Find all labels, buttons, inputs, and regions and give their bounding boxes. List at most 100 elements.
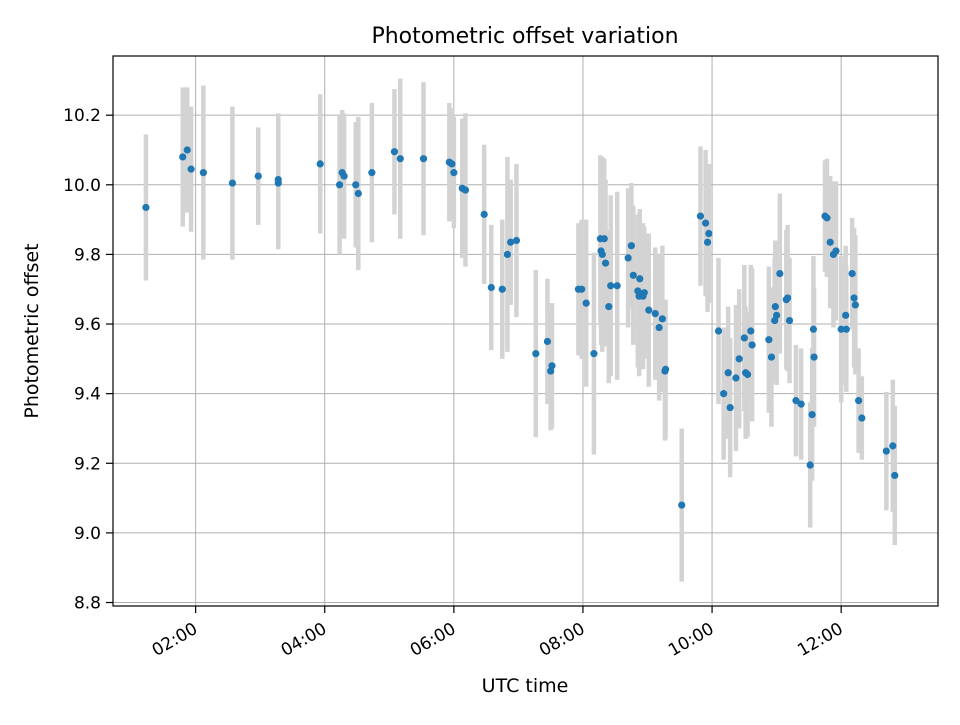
data-point <box>629 271 637 279</box>
data-point <box>480 210 488 218</box>
y-tick-label: 8.8 <box>74 594 101 614</box>
data-point <box>765 336 773 344</box>
data-point <box>532 350 540 358</box>
data-point <box>601 259 610 267</box>
data-point <box>578 285 586 293</box>
x-axis-label: UTC time <box>482 675 569 697</box>
data-point <box>582 299 590 307</box>
data-point <box>740 334 748 342</box>
data-point <box>142 203 150 212</box>
data-point <box>771 303 779 311</box>
data-point <box>702 219 710 227</box>
data-point <box>419 155 428 163</box>
data-point <box>450 169 458 177</box>
chart-title: Photometric offset variation <box>371 24 678 49</box>
data-point <box>228 179 237 187</box>
data-point <box>199 169 207 177</box>
data-point <box>590 350 598 358</box>
data-point <box>340 172 348 180</box>
data-point <box>507 238 515 246</box>
plot-frame <box>112 55 939 607</box>
data-point <box>785 316 794 325</box>
data-point <box>854 397 863 405</box>
data-point <box>858 414 866 422</box>
data-point <box>792 397 800 405</box>
data-point <box>851 301 859 309</box>
data-point <box>809 325 818 333</box>
point-layer <box>142 146 899 509</box>
data-point <box>743 370 752 379</box>
y-tick-label: 9.0 <box>74 524 101 544</box>
data-point <box>179 153 187 161</box>
data-point <box>354 189 362 198</box>
data-point <box>842 311 850 319</box>
data-point <box>390 148 399 156</box>
data-point <box>806 461 814 469</box>
data-point <box>503 250 512 259</box>
data-point <box>678 501 686 509</box>
data-point <box>842 325 850 333</box>
y-tick-label: 9.6 <box>74 315 101 335</box>
data-point <box>808 410 816 419</box>
data-point <box>187 165 195 173</box>
y-tick-label: 10.2 <box>63 106 101 126</box>
data-point <box>724 369 732 377</box>
data-point <box>810 353 818 361</box>
data-point <box>512 236 521 245</box>
data-point <box>889 442 897 450</box>
data-point <box>461 186 470 194</box>
y-tick-label: 10.0 <box>63 176 101 196</box>
data-point <box>396 155 404 163</box>
data-point <box>850 294 858 302</box>
data-point <box>714 327 723 335</box>
data-point <box>254 172 262 180</box>
data-point <box>613 282 621 290</box>
data-point <box>773 311 781 319</box>
data-point <box>368 169 376 177</box>
data-point <box>316 160 324 168</box>
y-tick-label: 9.2 <box>74 454 101 474</box>
data-point <box>352 181 360 189</box>
data-point <box>848 269 856 278</box>
data-point <box>661 365 670 373</box>
data-point <box>735 355 743 363</box>
data-point <box>882 447 890 455</box>
data-point <box>655 323 663 332</box>
data-point <box>748 341 756 349</box>
data-point <box>747 327 755 335</box>
data-point <box>605 303 613 311</box>
data-point <box>726 403 734 412</box>
data-point <box>658 315 666 323</box>
data-point <box>640 289 648 297</box>
data-point <box>705 229 713 238</box>
data-point <box>607 282 615 290</box>
data-point <box>624 254 632 262</box>
data-point <box>600 235 608 243</box>
data-point <box>837 325 845 333</box>
data-point <box>783 294 792 302</box>
data-point <box>891 471 899 480</box>
data-point <box>776 269 784 278</box>
data-point <box>826 238 834 246</box>
y-tick-label: 9.8 <box>74 245 101 265</box>
data-point <box>720 390 728 398</box>
data-point <box>498 285 506 293</box>
data-point <box>696 212 705 220</box>
data-point <box>703 238 712 246</box>
data-point <box>767 353 776 361</box>
y-axis-label: Photometric offset <box>21 243 43 418</box>
data-point <box>645 306 653 314</box>
data-point <box>335 181 344 189</box>
data-point <box>627 242 635 250</box>
data-point <box>732 374 740 382</box>
data-point <box>448 160 456 168</box>
data-point <box>183 146 191 154</box>
data-point <box>636 275 644 283</box>
data-point <box>823 214 831 222</box>
y-tick-label: 9.4 <box>74 385 101 405</box>
data-point <box>797 400 805 408</box>
data-point <box>548 362 556 370</box>
data-point <box>274 175 282 184</box>
